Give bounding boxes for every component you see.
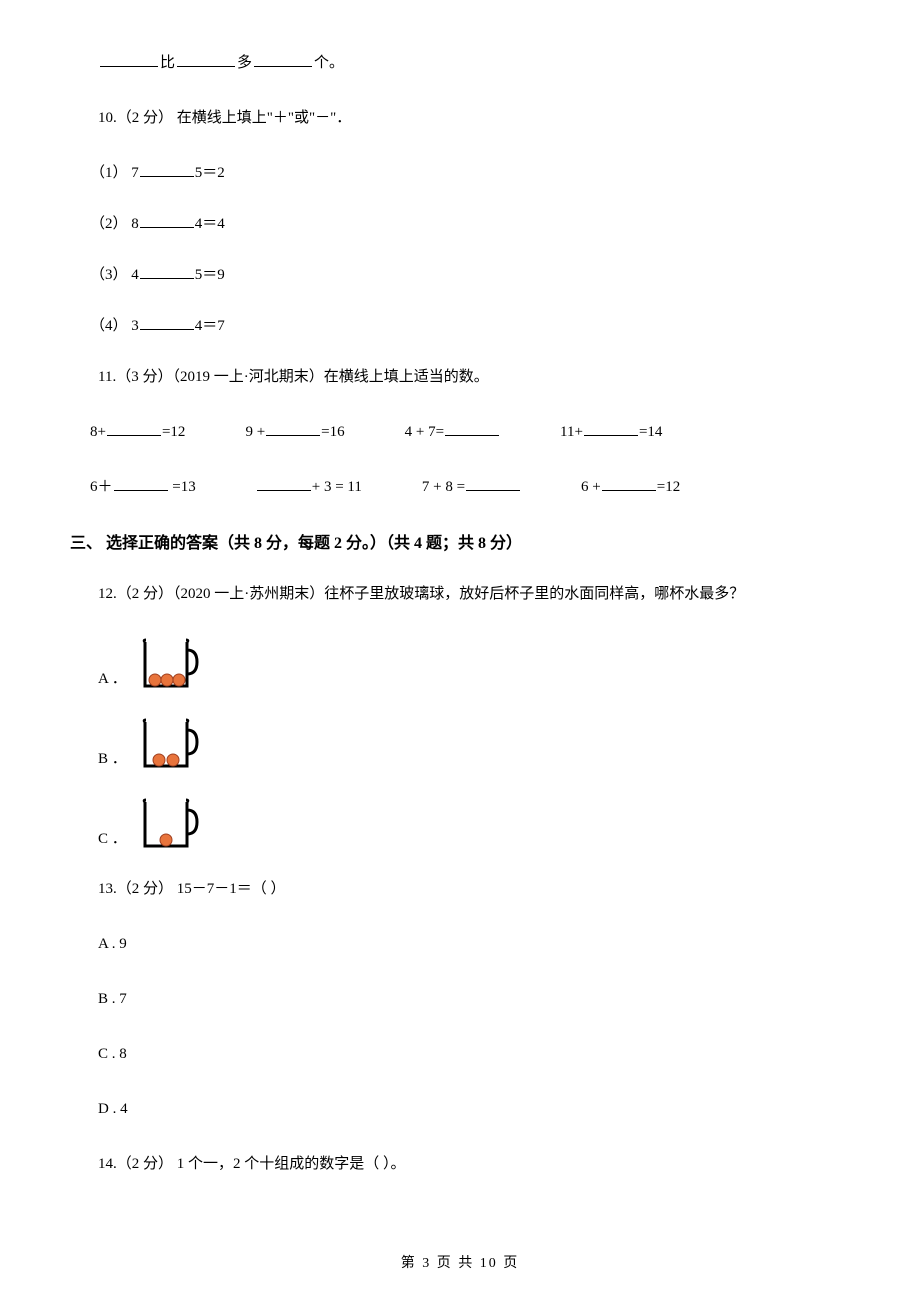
text: 8+ [90,424,106,440]
q13-option-d[interactable]: D . 4 [70,1096,850,1123]
q10-sub1: （1） 7 5＝2 [70,160,850,187]
eq-item: 11+ =14 [560,419,662,446]
text: =14 [639,424,662,440]
text: 6 + [581,479,601,495]
eq-item: 8+ =12 [90,419,185,446]
q12-header: 12.（2 分）（2020 一上·苏州期末）往杯子里放玻璃球，放好后杯子里的水面… [70,581,850,608]
blank-field[interactable] [254,51,312,67]
q10-sub3: （3） 4 5＝9 [70,262,850,289]
text: 5＝9 [195,267,225,283]
blank-field[interactable] [266,422,320,436]
option-c[interactable]: C ． [70,796,850,854]
text: 6＋ [90,479,113,495]
blank-field[interactable] [140,265,194,279]
text: =12 [657,479,680,495]
text: =12 [162,424,185,440]
eq-item: 9 + =16 [245,419,344,446]
text: 7 + 8 = [422,479,465,495]
blank-field[interactable] [177,51,235,67]
text: 4＝4 [195,216,225,232]
eq-item: 6＋ =13 [90,474,196,501]
text: 11+ [560,424,583,440]
q10-sub2: （2） 8 4＝4 [70,211,850,238]
option-a[interactable]: A ． [70,636,850,694]
blank-field[interactable] [140,214,194,228]
text: 比 [160,55,175,71]
blank-field[interactable] [584,422,638,436]
blank-field[interactable] [257,477,311,491]
blank-field[interactable] [107,422,161,436]
blank-field[interactable] [140,163,194,177]
text: =16 [321,424,344,440]
option-label: C ． [98,827,127,848]
q13-option-c[interactable]: C . 8 [70,1041,850,1068]
blank-field[interactable] [445,422,499,436]
page-footer: 第 3 页 共 10 页 [0,1252,920,1272]
q11-row2: 6＋ =13 + 3 = 11 7 + 8 = 6 + =12 [70,474,850,501]
eq-item: 6 + =12 [581,474,680,501]
section3-title: 三、 选择正确的答案（共 8 分，每题 2 分。）（共 4 题；共 8 分） [70,529,850,553]
q13-option-b[interactable]: B . 7 [70,986,850,1013]
q14-header: 14.（2 分） 1 个一，2 个十组成的数字是（ ）。 [70,1151,850,1178]
q13-header: 13.（2 分） 15－7－1＝（ ） [70,876,850,903]
q10-header: 10.（2 分） 在横线上填上"＋"或"－"． [70,105,850,132]
eq-item: 4 + 7= [405,419,500,446]
text: + 3 = 11 [312,479,362,495]
q11-row1: 8+ =12 9 + =16 4 + 7= 11+ =14 [70,419,850,446]
cup-b-icon [137,716,205,774]
text: 5＝2 [195,165,225,181]
blank-field[interactable] [140,316,194,330]
cup-a-icon [137,636,205,694]
eq-item: 7 + 8 = [422,474,521,501]
blank-field[interactable] [114,477,168,491]
q10-sub4: （4） 3 4＝7 [70,313,850,340]
q11-header: 11.（3 分）（2019 一上·河北期末）在横线上填上适当的数。 [70,364,850,391]
text: 4＝7 [195,318,225,334]
text: 4 + 7= [405,424,444,440]
cup-c-icon [137,796,205,854]
q13-option-a[interactable]: A . 9 [70,931,850,958]
text: 多 [237,55,252,71]
text: 9 + [245,424,265,440]
option-label: A ． [98,667,127,688]
q9-tail: 比 多 个。 [70,50,850,77]
blank-field[interactable] [602,477,656,491]
eq-item: + 3 = 11 [256,474,362,501]
option-b[interactable]: B ． [70,716,850,774]
text: （2） 8 [90,216,139,232]
text: =13 [169,479,196,495]
text: （1） 7 [90,165,139,181]
blank-field[interactable] [100,51,158,67]
option-label: B ． [98,747,127,768]
text: （4） 3 [90,318,139,334]
blank-field[interactable] [466,477,520,491]
text: （3） 4 [90,267,139,283]
text: 个。 [314,55,344,71]
